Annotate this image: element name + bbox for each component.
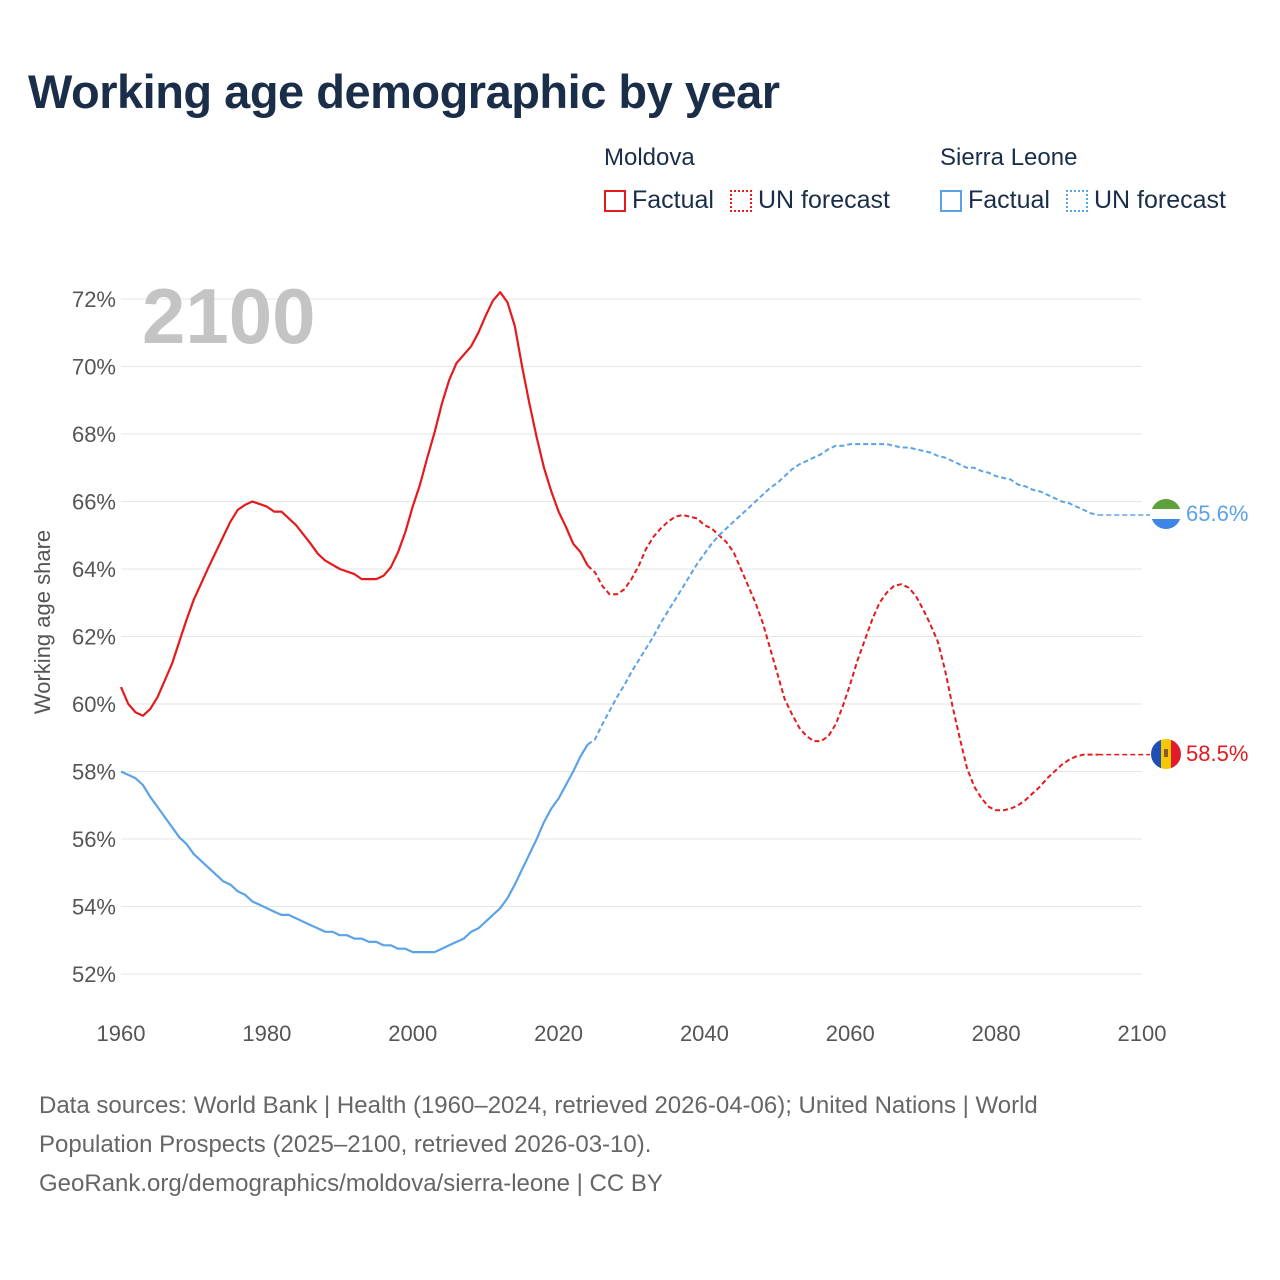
chart-title: Working age demographic by year: [28, 65, 780, 118]
legend-country-moldova: Moldova: [604, 144, 695, 171]
y-tick-label: 66%: [72, 490, 116, 515]
swatch-sierra-leone-forecast: [1065, 189, 1088, 212]
x-tick-label: 1980: [242, 1021, 291, 1046]
legend-label-sierra-leone-factual: Factual: [968, 186, 1050, 214]
series-line-moldova-factual[interactable]: [119, 291, 589, 717]
end-label-sierra-leone: 65.6%: [1186, 501, 1248, 526]
footer-line-2: Population Prospects (2025–2100, retriev…: [39, 1131, 652, 1158]
legend-item-sierra-leone-factual[interactable]: Factual: [940, 186, 1050, 215]
y-tick-label: 68%: [72, 422, 116, 447]
year-watermark: 2100: [142, 272, 316, 360]
series-line-sierra-leone-factual[interactable]: [120, 743, 589, 954]
y-tick-label: 64%: [72, 557, 116, 582]
x-tick-label: 2080: [972, 1021, 1021, 1046]
legend-label-sierra-leone-forecast: UN forecast: [1093, 186, 1226, 214]
x-tick-label: 2100: [1118, 1021, 1167, 1046]
y-tick-label: 60%: [72, 692, 116, 717]
y-tick-label: 72%: [72, 287, 116, 312]
legend-label-moldova-forecast: UN forecast: [757, 186, 890, 214]
y-tick-label: 62%: [72, 625, 116, 650]
legend-group-moldova: Moldova Factual UN forecast: [604, 144, 890, 215]
x-tick-label: 2040: [680, 1021, 729, 1046]
y-axis-label: Working age share: [30, 530, 55, 714]
x-tick-label: 2000: [388, 1021, 437, 1046]
series-lines: [119, 291, 1099, 954]
legend-item-moldova-factual[interactable]: Factual: [604, 186, 714, 215]
swatch-moldova-forecast: [729, 189, 752, 212]
gridlines: [121, 298, 1142, 975]
x-tick-label: 2020: [534, 1021, 583, 1046]
y-axis-ticks: 52% 54% 56% 58% 60% 62% 64% 66% 68% 70% 72%: [72, 287, 116, 987]
footer-line-3[interactable]: GeoRank.org/demographics/moldova/sierra-…: [39, 1170, 663, 1197]
moldova-flag-icon: [1151, 739, 1181, 769]
y-tick-label: 56%: [72, 827, 116, 852]
swatch-moldova-factual: [604, 189, 626, 212]
y-tick-label: 54%: [72, 895, 116, 920]
series-line-moldova-forecast[interactable]: [587, 514, 1099, 812]
x-axis-ticks: 1960 1980 2000 2020 2040 2060 2080 2100: [97, 1021, 1167, 1046]
footer-sources: Data sources: World Bank | Health (1960–…: [39, 1086, 1179, 1203]
legend-label-moldova-factual: Factual: [632, 186, 714, 214]
x-tick-label: 2060: [826, 1021, 875, 1046]
end-label-moldova: 58.5%: [1186, 741, 1248, 766]
legend-country-sierra-leone: Sierra Leone: [940, 144, 1078, 171]
legend-item-sierra-leone-forecast[interactable]: UN forecast: [1065, 186, 1226, 215]
line-chart: 52%54%56%58%60%62%64%66%68%70%72% 1960 19…: [30, 272, 1248, 1046]
footer-line-1: Data sources: World Bank | Health (1960–…: [39, 1092, 1038, 1119]
legend-group-sierra-leone: Sierra Leone Factual UN forecast: [940, 144, 1226, 215]
sierra-leone-flag-icon: [1151, 499, 1181, 529]
x-tick-label: 1960: [97, 1021, 146, 1046]
legend-item-moldova-forecast[interactable]: UN forecast: [729, 186, 890, 215]
y-tick-label: 70%: [72, 355, 116, 380]
end-markers: [1098, 514, 1150, 756]
y-tick-label: 58%: [72, 760, 116, 785]
series-line-sierra-leone-forecast[interactable]: [587, 443, 1099, 746]
swatch-sierra-leone-factual: [940, 189, 962, 212]
y-tick-label: 52%: [72, 962, 116, 987]
